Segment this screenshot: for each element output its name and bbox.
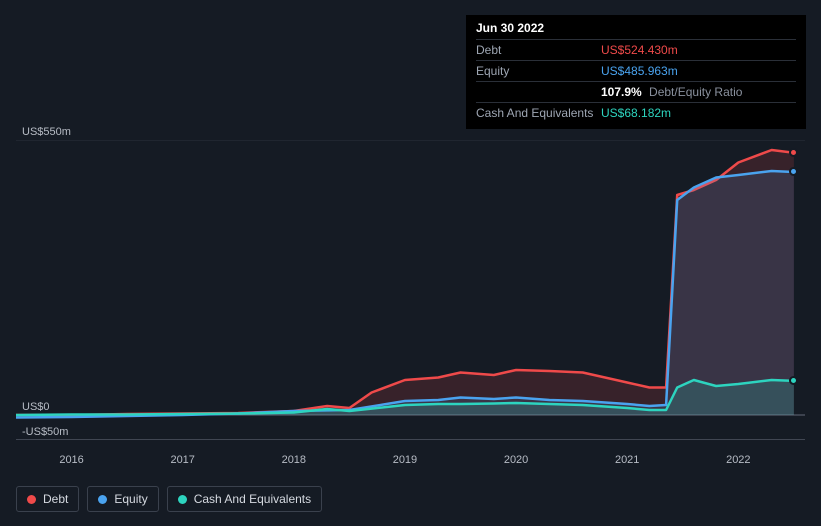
x-axis-tick: 2020	[504, 454, 528, 466]
tooltip-row-debt: Debt US$524.430m	[476, 39, 796, 60]
tooltip-value-equity: US$485.963m	[601, 64, 678, 78]
tooltip-ratio-label: Debt/Equity Ratio	[649, 85, 742, 99]
x-axis-tick: 2017	[170, 454, 194, 466]
series-end-dot-icon	[789, 148, 798, 157]
dot-icon	[27, 495, 36, 504]
legend-label: Cash And Equivalents	[194, 492, 311, 506]
x-axis-tick: 2021	[615, 454, 639, 466]
x-axis-tick: 2018	[282, 454, 306, 466]
x-axis-tick: 2019	[393, 454, 417, 466]
chart-plot-area	[16, 140, 805, 440]
legend-item-cash[interactable]: Cash And Equivalents	[167, 486, 322, 512]
y-axis-tick: -US$50m	[22, 426, 68, 438]
tooltip-date: Jun 30 2022	[476, 21, 796, 39]
tooltip-row-equity: Equity US$485.963m	[476, 60, 796, 81]
series-end-dot-icon	[789, 376, 798, 385]
tooltip-ratio-pct: 107.9%	[601, 85, 642, 99]
tooltip-label: Debt	[476, 43, 601, 57]
x-axis-tick: 2016	[59, 454, 83, 466]
tooltip-label: Cash And Equivalents	[476, 106, 601, 120]
chart-legend: Debt Equity Cash And Equivalents	[16, 486, 322, 512]
series-end-dot-icon	[789, 167, 798, 176]
financial-chart[interactable]: US$550m US$0 -US$50m 2016 2017 2018 2019 2020 2…	[16, 120, 805, 510]
legend-label: Equity	[114, 492, 147, 506]
tooltip-value-cash: US$68.182m	[601, 106, 671, 120]
tooltip-label	[476, 85, 601, 99]
tooltip-row-ratio: 107.9% Debt/Equity Ratio	[476, 81, 796, 102]
dot-icon	[98, 495, 107, 504]
chart-tooltip: Jun 30 2022 Debt US$524.430m Equity US$4…	[466, 15, 806, 129]
dot-icon	[178, 495, 187, 504]
tooltip-value-debt: US$524.430m	[601, 43, 678, 57]
legend-item-equity[interactable]: Equity	[87, 486, 158, 512]
y-axis-tick: US$550m	[22, 126, 71, 138]
y-axis-tick: US$0	[22, 401, 50, 413]
legend-label: Debt	[43, 492, 68, 506]
x-axis-tick: 2022	[726, 454, 750, 466]
legend-item-debt[interactable]: Debt	[16, 486, 79, 512]
tooltip-label: Equity	[476, 64, 601, 78]
